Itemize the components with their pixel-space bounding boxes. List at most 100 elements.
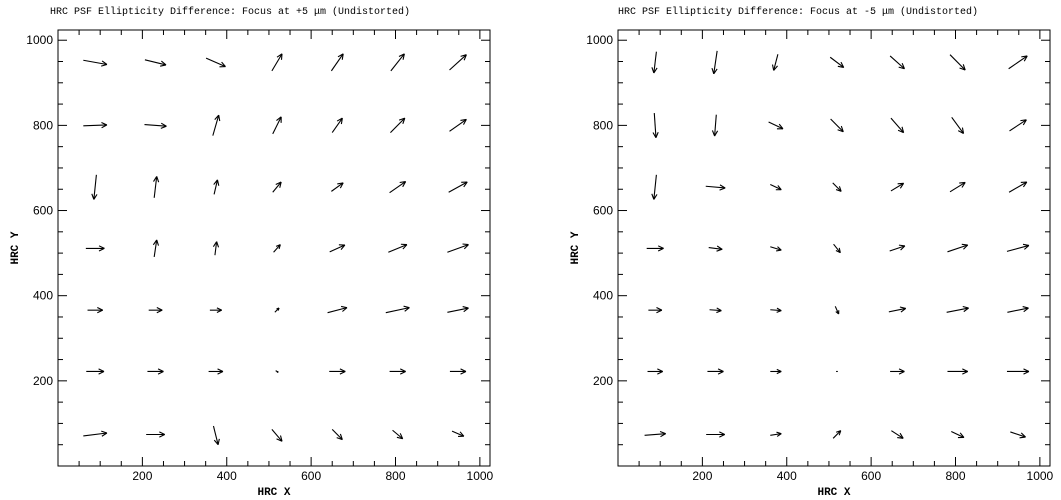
vector-arrow xyxy=(273,117,281,134)
vector-head xyxy=(959,182,965,183)
vector-arrow xyxy=(83,431,107,436)
vector-shaft xyxy=(450,55,467,70)
vector-arrow xyxy=(209,369,223,374)
vector-head xyxy=(101,64,107,66)
vector-arrow xyxy=(889,307,906,312)
y-tick-label: 800 xyxy=(33,118,53,132)
vector-head xyxy=(157,176,159,182)
vector-arrow xyxy=(391,54,405,71)
vector-head xyxy=(219,115,220,121)
vector-arrow xyxy=(332,429,342,439)
vector-arrow xyxy=(447,244,468,252)
vector-head xyxy=(218,439,219,445)
x-tick-label: 600 xyxy=(301,469,321,483)
vector-arrow xyxy=(769,122,783,129)
y-tick-label: 1000 xyxy=(26,33,53,47)
vector-shaft xyxy=(891,118,904,132)
vector-shaft xyxy=(1010,120,1027,131)
vector-arrow xyxy=(88,308,103,313)
vector-head xyxy=(776,250,781,251)
vector-arrow xyxy=(386,306,410,313)
vector-arrow xyxy=(950,182,965,191)
vector-head xyxy=(278,371,279,372)
vector-arrow xyxy=(213,426,219,445)
y-tick-label: 800 xyxy=(593,118,613,132)
vector-head xyxy=(962,244,968,245)
vector-arrow xyxy=(390,182,406,193)
x-axis-label: HRC X xyxy=(817,487,850,499)
vector-head xyxy=(776,432,781,433)
vector-arrow xyxy=(390,369,406,374)
vector-arrow xyxy=(1010,432,1025,438)
vector-arrow xyxy=(275,308,279,312)
vector-arrow xyxy=(450,55,467,70)
vector-arrow xyxy=(652,52,657,73)
vector-head xyxy=(899,245,905,246)
vector-arrow xyxy=(648,308,662,313)
vector-arrow xyxy=(332,118,342,132)
vector-arrow xyxy=(951,432,964,438)
vector-arrow xyxy=(833,183,841,192)
vector-head xyxy=(898,183,904,184)
x-axis-label: HRC X xyxy=(257,487,290,499)
vector-shaft xyxy=(390,118,404,132)
vector-shaft xyxy=(952,117,964,133)
vector-arrow xyxy=(648,369,663,374)
vector-head xyxy=(341,306,347,307)
vector-arrow xyxy=(950,55,965,70)
vector-arrow xyxy=(452,431,464,436)
vector-arrow xyxy=(770,432,781,436)
vector-arrow xyxy=(83,60,107,66)
vector-shaft xyxy=(1009,56,1028,69)
vector-arrow xyxy=(947,244,967,252)
vector-arrow xyxy=(329,369,345,374)
y-axis-label: HRC Y xyxy=(570,231,582,264)
vector-arrow xyxy=(645,431,666,436)
vector-shaft xyxy=(831,119,844,132)
x-tick-label: 1000 xyxy=(467,469,494,483)
vector-arrow xyxy=(149,308,163,313)
vector-arrow xyxy=(447,307,468,313)
vector-arrow xyxy=(891,183,904,191)
vector-arrow xyxy=(831,119,844,132)
vector-arrow xyxy=(891,431,903,439)
x-tick-label: 600 xyxy=(861,469,881,483)
vector-arrow xyxy=(1009,56,1028,69)
vector-arrow xyxy=(1010,120,1027,131)
plot-frame xyxy=(618,30,1050,466)
vector-head xyxy=(652,67,654,73)
y-tick-label: 400 xyxy=(33,289,53,303)
vector-head xyxy=(963,307,969,309)
vector-shaft xyxy=(654,113,656,138)
chart-title: HRC PSF Ellipticity Difference: Focus at… xyxy=(50,6,410,18)
vector-head xyxy=(404,306,410,307)
vector-arrow xyxy=(147,369,163,374)
vector-head xyxy=(92,194,94,200)
chart-focus-minus-5: HRC PSF Ellipticity Difference: Focus at… xyxy=(570,6,1054,499)
vector-arrow xyxy=(890,245,905,251)
vector-head xyxy=(217,242,219,248)
x-tick-label: 400 xyxy=(217,469,237,483)
vector-shaft xyxy=(272,54,282,71)
vector-arrow xyxy=(272,54,282,71)
vector-arrow xyxy=(86,246,105,251)
vector-arrow xyxy=(331,183,343,192)
vector-arrow xyxy=(770,247,781,251)
vector-arrow xyxy=(770,185,781,190)
vector-arrow xyxy=(273,182,281,192)
vector-shaft xyxy=(206,58,225,67)
vector-head xyxy=(900,307,906,308)
vector-head xyxy=(101,431,107,433)
vector-arrow xyxy=(890,369,904,374)
vector-shaft xyxy=(273,117,281,134)
vector-arrow xyxy=(86,369,104,374)
vector-shaft xyxy=(450,119,467,131)
vector-head xyxy=(773,65,774,71)
vector-head xyxy=(1023,307,1029,308)
vector-arrow xyxy=(709,246,723,251)
vector-arrow xyxy=(770,369,781,373)
vector-head xyxy=(652,194,654,200)
vector-arrow xyxy=(330,245,345,252)
vector-head xyxy=(712,68,714,74)
vector-arrow xyxy=(835,306,839,314)
